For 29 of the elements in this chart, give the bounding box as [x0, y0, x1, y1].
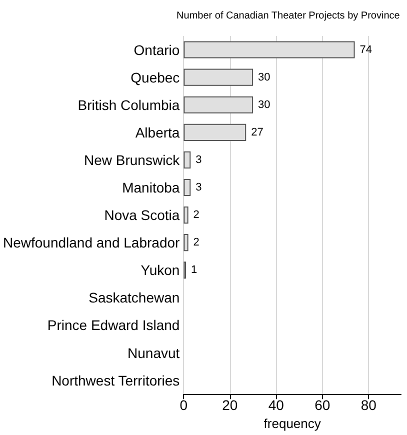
data-label: 27	[251, 126, 264, 138]
x-tick-label: 0	[180, 397, 188, 414]
y-tick-label: Yukon	[140, 262, 180, 278]
y-tick-label: Ontario	[134, 42, 180, 58]
x-tick-label: 20	[222, 397, 238, 414]
y-tick-label: Prince Edward Island	[47, 317, 180, 334]
x-tick-label: 60	[314, 397, 330, 414]
data-label: 30	[258, 71, 270, 84]
data-label: 30	[258, 98, 270, 111]
y-tick-label: Alberta	[135, 124, 180, 140]
x-tick-label: 40	[268, 397, 284, 414]
y-tick-label: Saskatchewan	[88, 290, 180, 306]
y-tick-label: British Columbia	[78, 96, 180, 113]
y-tick-label: Nunavut	[128, 344, 180, 361]
data-label: 3	[196, 154, 202, 166]
data-label: 3	[196, 182, 202, 194]
y-tick-label: Newfoundland and Labrador	[2, 234, 180, 251]
data-label: 2	[193, 236, 200, 249]
x-axis-title: frequency	[264, 416, 322, 431]
data-label: 74	[360, 44, 372, 56]
y-tick-label: Manitoba	[122, 180, 180, 196]
y-tick-label: Nova Scotia	[104, 207, 180, 224]
data-label: 1	[191, 264, 198, 276]
chart-title: Number of Canadian Theater Projects by Province	[176, 10, 400, 22]
x-tick-label: 80	[360, 397, 377, 414]
y-tick-label: New Brunswick	[84, 152, 181, 168]
y-tick-label: Quebec	[130, 69, 180, 86]
data-label: 2	[193, 209, 200, 222]
y-tick-label: Northwest Territories	[52, 372, 180, 388]
